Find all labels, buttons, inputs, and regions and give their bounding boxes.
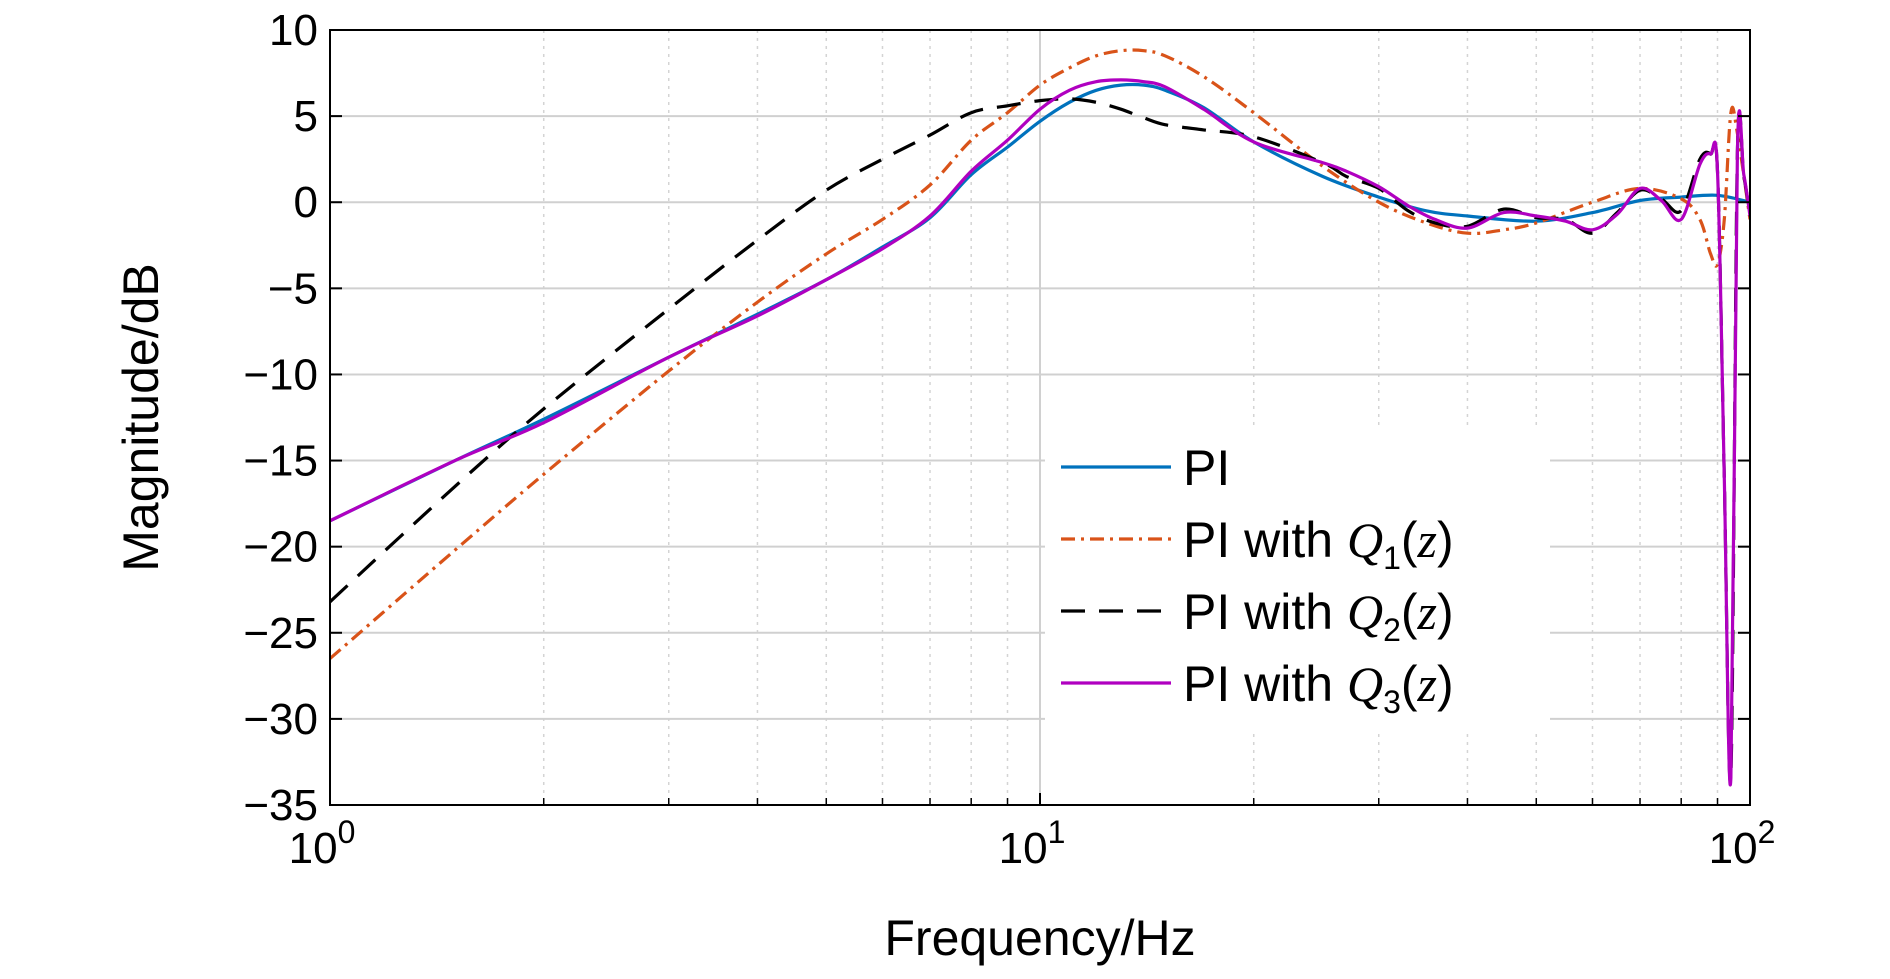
y-tick-label: −30 bbox=[243, 695, 318, 744]
y-tick-label: 10 bbox=[269, 6, 318, 55]
y-tick-label: 0 bbox=[294, 178, 318, 227]
legend-entry-label: PI with Q1(z) bbox=[1183, 512, 1454, 576]
series-line-4 bbox=[330, 78, 1750, 787]
series-line-2 bbox=[330, 48, 1750, 660]
y-tick-label: −25 bbox=[243, 609, 318, 658]
label-layer: Frequency/Hz Magnitude/dB bbox=[113, 263, 1196, 966]
legend: PI PI with Q1(z) PI with Q2(z) PI with Q3(z… bbox=[1045, 425, 1550, 730]
x-tick-label: 102 bbox=[1709, 814, 1776, 873]
series-layer bbox=[330, 48, 1750, 787]
y-axis-label: Magnitude/dB bbox=[113, 263, 169, 572]
y-tick-label: 5 bbox=[294, 92, 318, 141]
legend-entry-label: PI with Q2(z) bbox=[1183, 584, 1454, 648]
y-tick-label: −5 bbox=[268, 264, 318, 313]
x-axis-label: Frequency/Hz bbox=[884, 910, 1195, 966]
legend-entry-label: PI with Q3(z) bbox=[1183, 656, 1454, 720]
y-tick-label: −15 bbox=[243, 437, 318, 486]
legend-box bbox=[1045, 425, 1550, 730]
legend-entry-label: PI bbox=[1183, 440, 1230, 496]
x-tick-label: 101 bbox=[999, 814, 1066, 873]
x-tick-label: 100 bbox=[289, 814, 356, 873]
y-tick-label: −35 bbox=[243, 781, 318, 830]
y-tick-label: −10 bbox=[243, 350, 318, 399]
y-tick-label: −20 bbox=[243, 523, 318, 572]
